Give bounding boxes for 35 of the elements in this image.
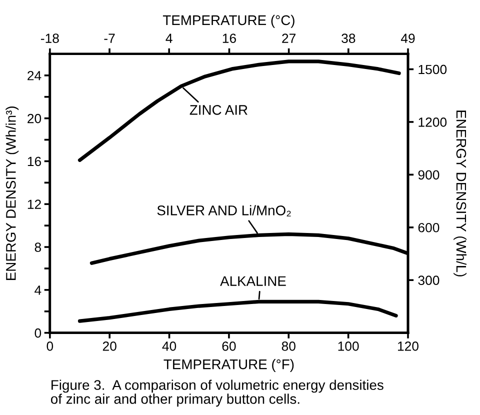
x2-tick-label: 16: [222, 34, 236, 44]
x-tick-label: 120: [398, 342, 418, 351]
x-tick-label: 60: [222, 342, 236, 351]
y-tick-label: 12: [28, 200, 41, 209]
x2-tick-label: 4: [166, 34, 172, 43]
x2-tick-label: 27: [282, 34, 296, 43]
x2-tick-label: 49: [400, 34, 415, 44]
legend-label: ZINC AIR: [190, 105, 248, 115]
y-axis-title: ENERGY DENSITY (Wh/in³): [6, 106, 19, 280]
y2-tick-label: 600: [418, 222, 440, 232]
y-tick-label: 16: [28, 156, 42, 166]
x-tick-label: 100: [338, 342, 359, 351]
y2-axis-title: ENERGY DENSITY (Wh/L): [454, 110, 467, 276]
x2-tick-label: -18: [40, 34, 59, 44]
x2-tick-label: 38: [342, 34, 356, 44]
y-tick-label: 4: [34, 286, 42, 295]
y-tick-label: 24: [28, 70, 42, 80]
y-tick-label: 8: [34, 242, 42, 252]
x-tick-label: 40: [162, 342, 176, 351]
series-label: ALKALINE: [220, 276, 286, 286]
y2-tick-label: 1200: [418, 118, 447, 127]
y-tick-label: 0: [34, 328, 42, 338]
x2-axis-title: TEMPERATURE (°C): [162, 14, 294, 28]
x-tick-label: 80: [282, 342, 296, 351]
x-axis-title: TEMPERATURE (°F): [164, 359, 294, 372]
x-tick-label: 0: [46, 342, 54, 351]
y-tick-label: 20: [28, 114, 42, 124]
x2-tick-label: -7: [104, 34, 115, 43]
y2-tick-label: 1500: [418, 64, 447, 74]
series-label: SILVER AND Li/MnO₂: [157, 205, 291, 216]
caption: Figure 3. A comparison of volumetric energy densities of zinc air and other primary button cells.: [50, 380, 384, 407]
line-series: [78, 60, 401, 162]
y2-tick-label: 900: [418, 170, 440, 180]
y2-tick-label: 300: [418, 276, 440, 286]
x-tick-label: 20: [102, 342, 116, 351]
